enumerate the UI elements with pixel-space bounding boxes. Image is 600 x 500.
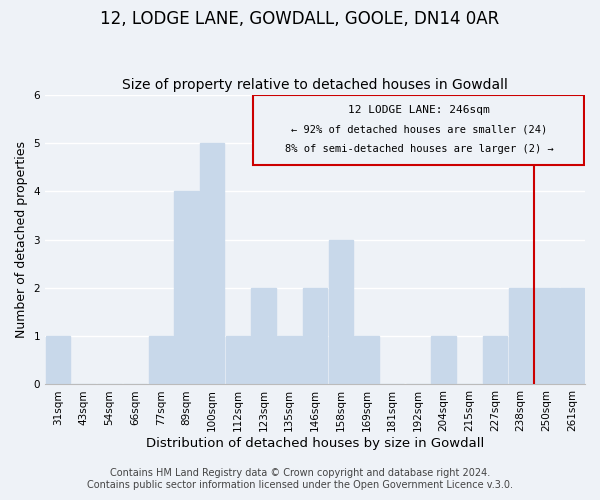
Text: Contains HM Land Registry data © Crown copyright and database right 2024.
Contai: Contains HM Land Registry data © Crown c… xyxy=(87,468,513,490)
Bar xyxy=(277,336,302,384)
Bar xyxy=(251,288,276,384)
Bar xyxy=(226,336,250,384)
Bar xyxy=(509,288,533,384)
Y-axis label: Number of detached properties: Number of detached properties xyxy=(15,141,28,338)
Bar xyxy=(534,288,559,384)
X-axis label: Distribution of detached houses by size in Gowdall: Distribution of detached houses by size … xyxy=(146,437,484,450)
Bar xyxy=(354,336,379,384)
Bar xyxy=(174,191,199,384)
Text: ← 92% of detached houses are smaller (24): ← 92% of detached houses are smaller (24… xyxy=(291,124,547,134)
Bar xyxy=(149,336,173,384)
Text: 8% of semi-detached houses are larger (2) →: 8% of semi-detached houses are larger (2… xyxy=(284,144,553,154)
Bar xyxy=(303,288,327,384)
Bar xyxy=(200,143,224,384)
Bar xyxy=(46,336,70,384)
Text: 12, LODGE LANE, GOWDALL, GOOLE, DN14 0AR: 12, LODGE LANE, GOWDALL, GOOLE, DN14 0AR xyxy=(100,10,500,28)
Bar xyxy=(431,336,456,384)
Bar xyxy=(329,240,353,384)
Text: 12 LODGE LANE: 246sqm: 12 LODGE LANE: 246sqm xyxy=(348,105,490,115)
Bar xyxy=(483,336,507,384)
Bar xyxy=(253,94,584,164)
Bar xyxy=(560,288,584,384)
Title: Size of property relative to detached houses in Gowdall: Size of property relative to detached ho… xyxy=(122,78,508,92)
